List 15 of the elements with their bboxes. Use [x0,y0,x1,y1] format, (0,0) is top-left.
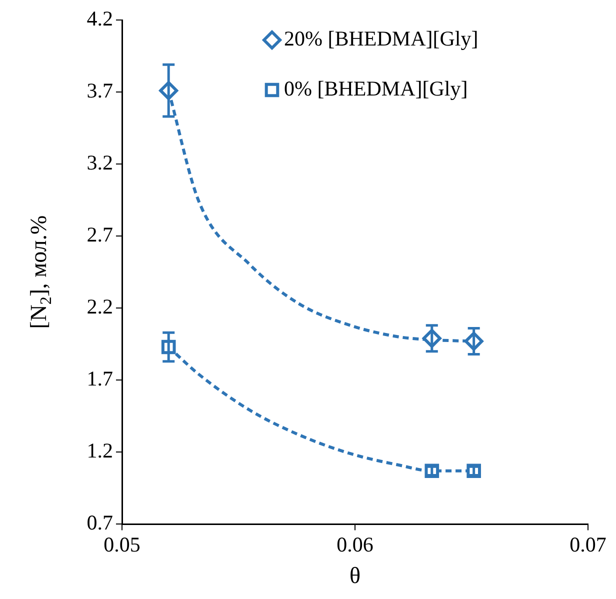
y-tick-label: 1.7 [86,366,113,391]
y-axis-title: [N2], мол.% [26,215,56,329]
x-tick-label: 0.06 [336,532,374,556]
legend-label: 0% [BHEDMA][Gly] [284,76,468,101]
y-tick-label: 1.2 [86,438,113,463]
y-tick-label: 0.7 [86,510,113,535]
legend-label: 20% [BHEDMA][Gly] [284,26,478,51]
y-tick-label: 2.7 [86,222,113,247]
x-tick-label: 0.05 [104,532,140,556]
y-tick-label: 3.7 [86,78,113,103]
y-tick-label: 3.2 [86,150,113,175]
y-tick-label: 4.2 [86,6,113,31]
y-tick-label: 2.2 [86,294,113,319]
x-axis-title: θ [349,563,361,588]
x-tick-label: 0.07 [570,532,606,556]
